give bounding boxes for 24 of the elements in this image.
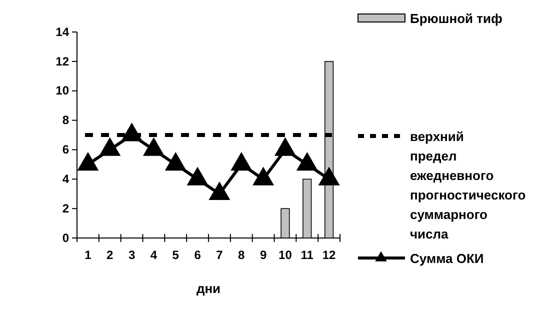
legend-label: Брюшной тиф xyxy=(410,11,502,26)
x-tick-label: 8 xyxy=(238,248,246,262)
x-tick-label: 7 xyxy=(216,248,224,262)
x-axis-title: дни xyxy=(196,281,221,296)
x-tick-label: 10 xyxy=(278,248,292,262)
x-tick-label: 1 xyxy=(84,248,92,262)
legend-label: Сумма ОКИ xyxy=(410,251,484,266)
x-tick-label: 6 xyxy=(194,248,202,262)
x-tick-label: 11 xyxy=(300,248,314,262)
y-tick-label: 6 xyxy=(62,142,70,157)
y-tick-label: 4 xyxy=(62,172,70,186)
x-tick-label: 3 xyxy=(128,248,136,262)
y-tick-label: 10 xyxy=(56,84,70,98)
x-tick-label: 12 xyxy=(322,248,336,262)
y-tick-label: 2 xyxy=(62,201,70,216)
x-tick-label: 5 xyxy=(172,248,180,262)
x-tick-label: 9 xyxy=(260,248,267,262)
x-tick-label: 2 xyxy=(106,248,114,262)
y-tick-label: 12 xyxy=(56,54,70,68)
y-tick-label: 14 xyxy=(56,24,70,39)
y-tick-label: 0 xyxy=(62,230,70,245)
x-tick-label: 4 xyxy=(150,248,158,262)
y-tick-label: 8 xyxy=(62,113,70,128)
legend-label: верхний предел ежедневного прогностического суммарного числа xyxy=(410,129,526,242)
